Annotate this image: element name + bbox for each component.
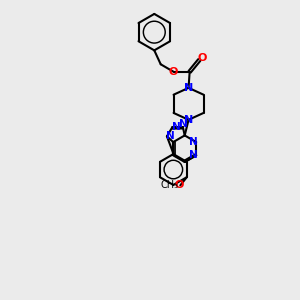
Text: N: N: [172, 122, 180, 132]
Text: O: O: [174, 180, 184, 190]
Text: O: O: [169, 67, 178, 77]
Text: N: N: [178, 119, 187, 129]
Text: N: N: [189, 137, 197, 147]
Text: O: O: [197, 53, 206, 63]
Text: N: N: [166, 131, 175, 141]
Text: CH₃: CH₃: [160, 180, 178, 190]
Text: N: N: [184, 115, 193, 125]
Text: N: N: [189, 150, 197, 161]
Text: N: N: [184, 83, 193, 93]
